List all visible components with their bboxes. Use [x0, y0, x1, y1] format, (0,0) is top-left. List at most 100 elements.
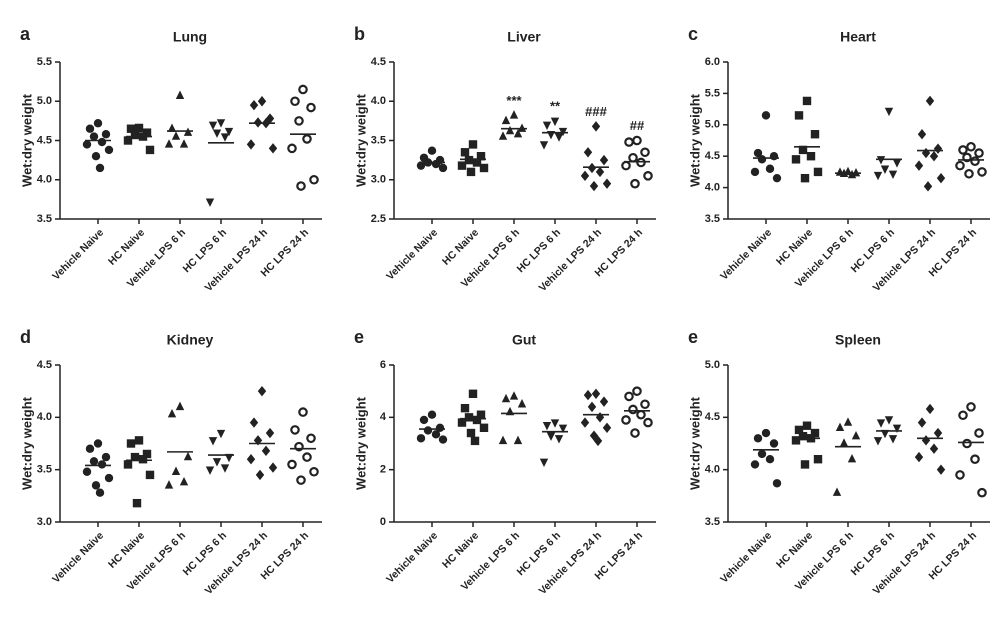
point [636, 409, 646, 420]
x-tick-label: HC Naive [440, 226, 481, 267]
point [438, 163, 448, 173]
point [621, 415, 631, 425]
point [306, 433, 316, 444]
point [268, 462, 278, 473]
point [958, 145, 968, 155]
point [892, 424, 902, 433]
point [224, 453, 234, 463]
point [171, 131, 181, 140]
point [142, 449, 152, 459]
y-tick-label: 4.0 [37, 411, 52, 423]
point [925, 403, 935, 415]
point [296, 475, 306, 485]
y-tick-label: 5.5 [37, 56, 52, 68]
point [847, 454, 857, 463]
y-tick-label: 4.0 [705, 464, 720, 476]
point [750, 167, 760, 177]
point [85, 444, 95, 453]
y-tick-label: 3.5 [37, 213, 52, 225]
point [765, 164, 775, 173]
point [632, 386, 642, 396]
point [97, 137, 107, 147]
point [126, 124, 136, 133]
point [287, 459, 297, 470]
point [423, 426, 433, 435]
y-tick-label: 4.0 [371, 95, 386, 107]
point [302, 134, 312, 144]
point [962, 438, 972, 449]
y-tick-label: 3.5 [37, 464, 52, 476]
point [183, 451, 193, 461]
point [145, 470, 155, 480]
point [132, 498, 142, 508]
point [472, 158, 482, 167]
panel-letter: e [688, 327, 698, 347]
panel: a Lung Wet:dry weight 3.5 4.0 4.5 5.0 5.5 Vehicl… [19, 24, 322, 294]
x-tick-label: Vehicle Naive [50, 226, 106, 282]
point [962, 152, 972, 163]
x-tick-label: Vehicle Naive [384, 226, 440, 282]
point [761, 111, 771, 120]
point [466, 428, 476, 438]
point [595, 412, 605, 423]
point [974, 148, 984, 158]
point [936, 172, 946, 184]
point [558, 424, 568, 433]
point [933, 143, 943, 154]
point [249, 417, 259, 428]
point [95, 163, 105, 173]
point [798, 431, 808, 441]
point [290, 425, 300, 435]
y-tick-label: 3.5 [705, 213, 720, 225]
point [591, 388, 601, 399]
point [640, 399, 650, 410]
point [82, 467, 92, 476]
point [847, 169, 857, 179]
point [587, 401, 597, 413]
panel: e Spleen Wet:dry weight 3.5 4.0 4.5 5.0 Vehicle… [687, 327, 990, 597]
panel-letter: e [354, 327, 364, 347]
x-tick-label: HC Naive [774, 226, 815, 267]
point [513, 435, 523, 445]
x-tick-label: HC Naive [774, 529, 815, 570]
panel-letter: d [20, 327, 31, 347]
point [599, 396, 609, 407]
point [880, 429, 890, 439]
y-tick-label: 6.0 [705, 56, 720, 68]
point [265, 113, 275, 124]
point [753, 434, 763, 443]
point [640, 147, 650, 158]
y-tick-label: 5.5 [705, 87, 720, 99]
point [134, 123, 144, 133]
annotation: *** [506, 93, 522, 108]
point [104, 473, 114, 483]
point [593, 435, 603, 447]
y-tick-label: 2 [380, 464, 386, 476]
point [513, 129, 523, 138]
y-tick-label: 4.5 [37, 134, 52, 146]
point [835, 422, 845, 431]
point [810, 130, 820, 139]
point [208, 437, 218, 446]
point [550, 117, 560, 127]
point [179, 139, 189, 148]
point [794, 111, 804, 120]
point [977, 487, 987, 498]
point [138, 455, 148, 464]
point [95, 488, 105, 497]
y-tick-label: 5.0 [705, 359, 720, 371]
y-tick-label: 4 [380, 411, 387, 423]
point [832, 487, 842, 496]
point [212, 129, 222, 138]
point [171, 466, 181, 475]
point [416, 161, 426, 170]
point [602, 422, 612, 433]
point [220, 464, 230, 473]
point [839, 438, 849, 447]
point [464, 413, 474, 422]
point [643, 417, 653, 428]
point [964, 168, 974, 179]
point [470, 436, 480, 446]
chart-title: Lung [173, 29, 207, 45]
y-axis-label: Wet:dry weight [687, 93, 702, 187]
